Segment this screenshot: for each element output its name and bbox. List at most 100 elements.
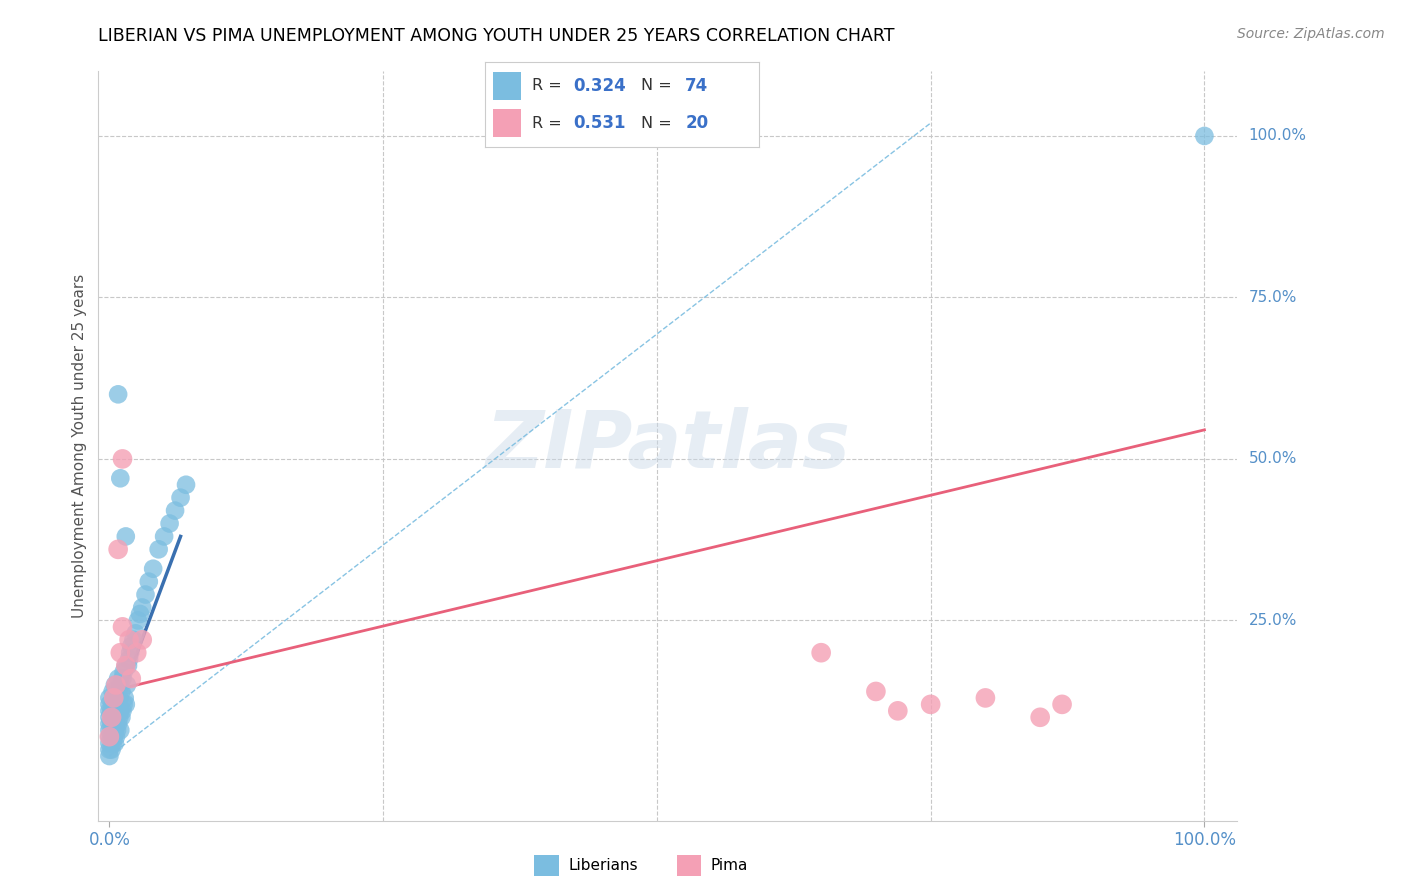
- Point: [142, 562, 165, 576]
- Point: [115, 678, 138, 692]
- Point: [865, 684, 887, 698]
- Point: [125, 646, 148, 660]
- Point: [103, 730, 125, 744]
- Point: [114, 658, 136, 673]
- Text: 20: 20: [685, 114, 709, 132]
- Point: [103, 690, 125, 705]
- Point: [120, 639, 142, 653]
- Point: [111, 620, 134, 634]
- Text: ZIPatlas: ZIPatlas: [485, 407, 851, 485]
- Bar: [494, 71, 520, 100]
- Point: [103, 690, 125, 705]
- Point: [100, 742, 122, 756]
- Point: [101, 723, 124, 738]
- Point: [103, 704, 125, 718]
- Point: [101, 736, 124, 750]
- Point: [112, 698, 135, 712]
- Point: [920, 698, 942, 712]
- Point: [103, 716, 125, 731]
- Text: R =: R =: [531, 78, 567, 94]
- Point: [165, 503, 187, 517]
- Point: [138, 574, 160, 589]
- Point: [98, 716, 121, 731]
- Point: [108, 710, 131, 724]
- Point: [114, 658, 136, 673]
- Point: [98, 730, 121, 744]
- Point: [887, 704, 910, 718]
- Point: [1050, 698, 1073, 712]
- Point: [100, 730, 122, 744]
- Point: [107, 716, 129, 731]
- Text: Liberians: Liberians: [568, 858, 638, 872]
- Text: 100.0%: 100.0%: [1249, 128, 1306, 144]
- Point: [98, 723, 121, 738]
- Text: N =: N =: [641, 78, 678, 94]
- Point: [118, 652, 141, 666]
- Point: [98, 736, 121, 750]
- Point: [107, 542, 129, 557]
- Point: [98, 742, 121, 756]
- Point: [110, 710, 132, 724]
- Point: [127, 614, 149, 628]
- Point: [100, 710, 122, 724]
- Point: [148, 542, 170, 557]
- Point: [104, 678, 127, 692]
- Point: [110, 678, 132, 692]
- Text: 50.0%: 50.0%: [1249, 451, 1296, 467]
- Text: 0.531: 0.531: [572, 114, 626, 132]
- Point: [114, 529, 136, 543]
- Point: [120, 646, 142, 660]
- Point: [131, 632, 153, 647]
- Point: [98, 698, 121, 712]
- Point: [122, 632, 145, 647]
- Point: [169, 491, 191, 505]
- Point: [110, 646, 132, 660]
- Point: [110, 704, 132, 718]
- Point: [100, 716, 122, 731]
- Point: [129, 607, 152, 621]
- Point: [104, 698, 127, 712]
- Bar: [494, 109, 520, 137]
- Point: [1194, 128, 1216, 143]
- Point: [104, 690, 127, 705]
- Point: [111, 704, 134, 718]
- Point: [98, 749, 121, 764]
- Point: [104, 723, 127, 738]
- Point: [114, 690, 136, 705]
- Point: [107, 387, 129, 401]
- Point: [98, 710, 121, 724]
- Point: [104, 710, 127, 724]
- Text: 75.0%: 75.0%: [1249, 290, 1296, 305]
- Point: [104, 678, 127, 692]
- Point: [101, 710, 124, 724]
- Point: [134, 588, 156, 602]
- Point: [159, 516, 181, 531]
- Point: [98, 730, 121, 744]
- Point: [111, 672, 134, 686]
- Point: [1029, 710, 1052, 724]
- Point: [112, 665, 135, 679]
- Text: LIBERIAN VS PIMA UNEMPLOYMENT AMONG YOUTH UNDER 25 YEARS CORRELATION CHART: LIBERIAN VS PIMA UNEMPLOYMENT AMONG YOUT…: [98, 27, 896, 45]
- Bar: [534, 855, 560, 876]
- Point: [174, 477, 197, 491]
- Point: [124, 626, 146, 640]
- Point: [104, 736, 127, 750]
- Point: [107, 698, 129, 712]
- Point: [114, 698, 136, 712]
- Text: Source: ZipAtlas.com: Source: ZipAtlas.com: [1237, 27, 1385, 41]
- Text: N =: N =: [641, 116, 678, 130]
- Point: [110, 684, 132, 698]
- Text: 74: 74: [685, 77, 709, 95]
- Point: [110, 723, 132, 738]
- Text: Pima: Pima: [710, 858, 748, 872]
- Point: [101, 698, 124, 712]
- Point: [810, 646, 832, 660]
- Point: [110, 471, 132, 485]
- Point: [98, 704, 121, 718]
- Point: [117, 658, 139, 673]
- Point: [153, 529, 176, 543]
- Point: [104, 716, 127, 731]
- Point: [100, 704, 122, 718]
- Point: [111, 451, 134, 466]
- Point: [101, 684, 124, 698]
